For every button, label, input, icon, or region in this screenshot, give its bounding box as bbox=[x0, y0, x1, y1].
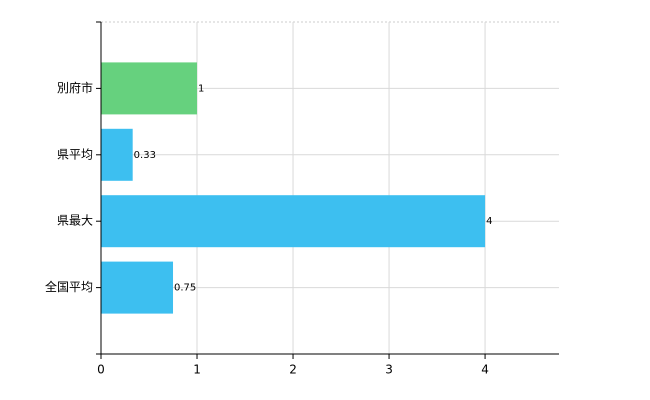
x-tick-label: 2 bbox=[289, 363, 297, 377]
y-tick-label: 県最大 bbox=[57, 214, 93, 228]
bar bbox=[101, 128, 133, 181]
x-tick-label: 4 bbox=[481, 363, 489, 377]
y-tick-label: 別府市 bbox=[57, 80, 93, 95]
value-label: 0.75 bbox=[174, 283, 196, 294]
bar bbox=[101, 261, 174, 314]
value-label: 1 bbox=[198, 83, 204, 94]
x-tick-label: 1 bbox=[193, 363, 201, 377]
x-tick-label: 3 bbox=[385, 363, 393, 377]
y-tick-label: 県平均 bbox=[57, 147, 93, 161]
value-label: 4 bbox=[486, 216, 492, 227]
value-label: 0.33 bbox=[134, 150, 156, 161]
bar bbox=[101, 195, 486, 248]
x-tick-label: 0 bbox=[97, 363, 105, 377]
bar bbox=[101, 62, 198, 115]
y-tick-label: 全国平均 bbox=[45, 279, 93, 294]
